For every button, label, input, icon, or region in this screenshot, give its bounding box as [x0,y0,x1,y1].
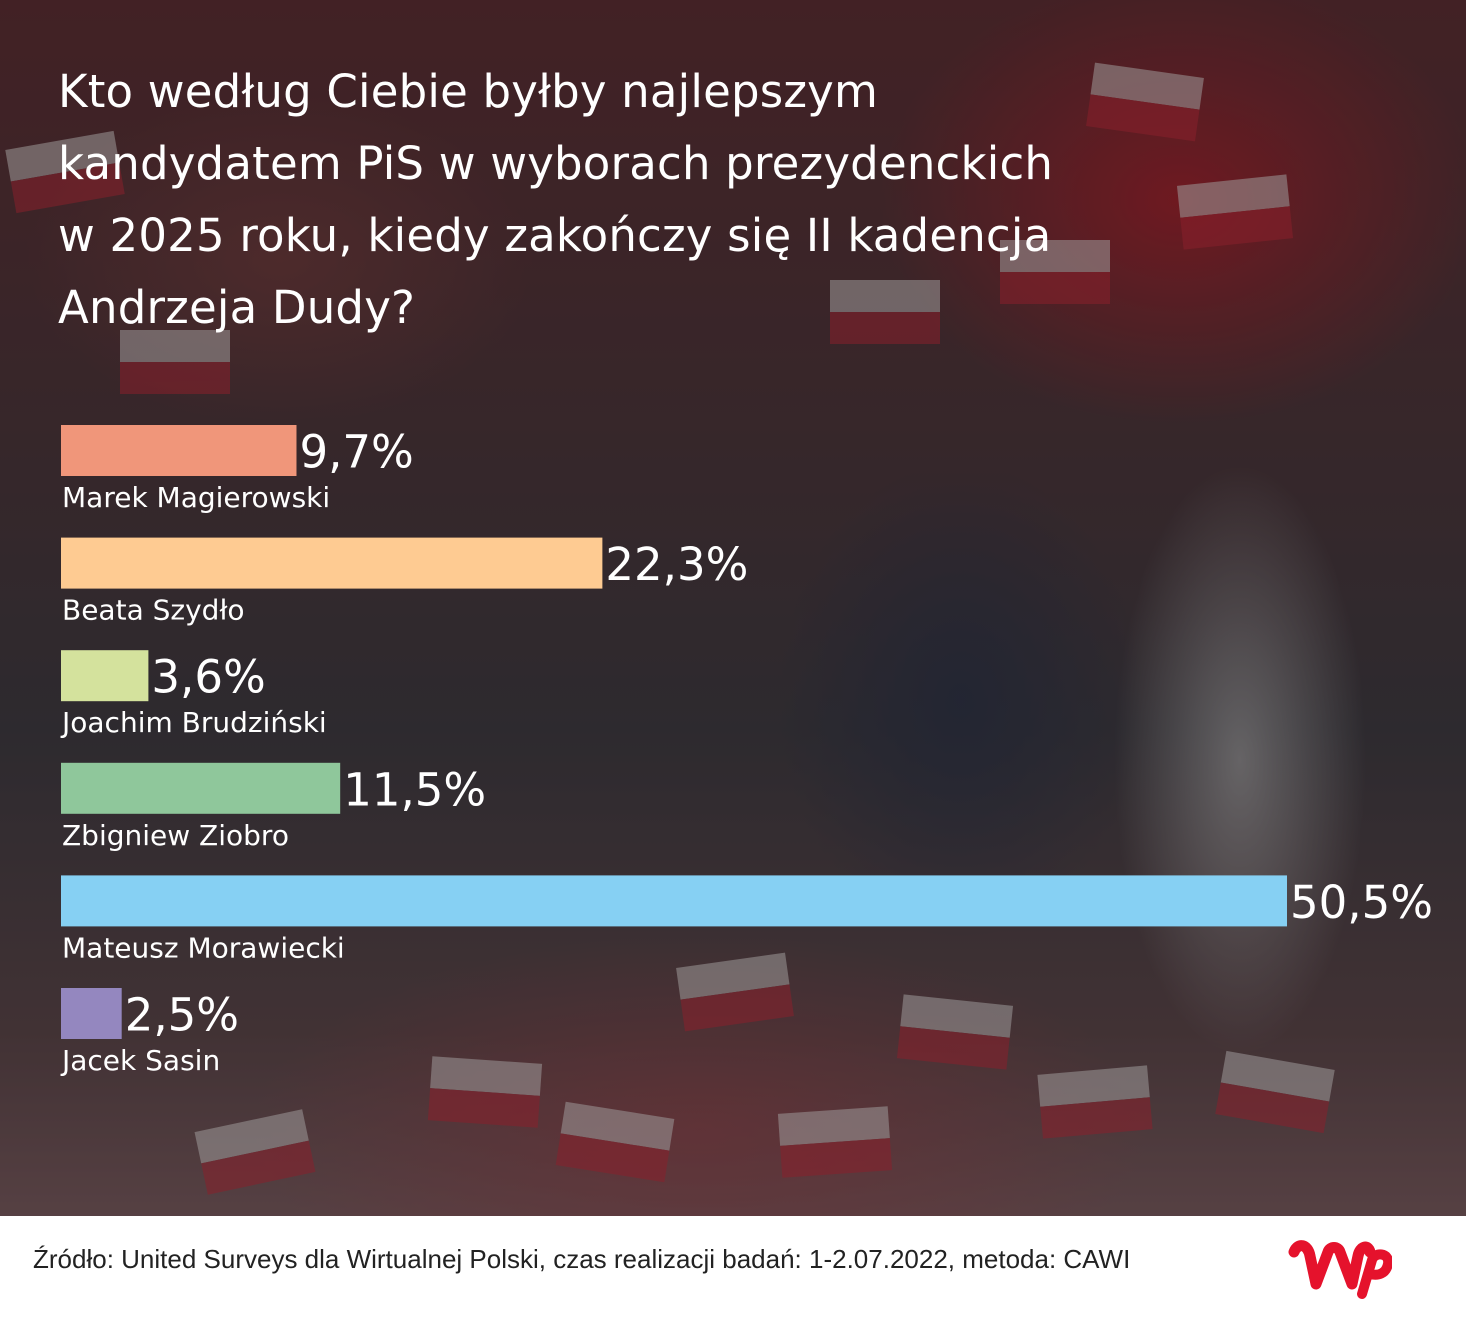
background-photo [0,0,1466,1216]
category-label: Beata Szydło [62,594,245,627]
title-line: w 2025 roku, kiedy zakończy się II kaden… [58,209,1052,262]
value-label: 11,5% [343,763,486,816]
bar-chart: 9,7%Marek Magierowski 22,3% Beata Szydło 3,… [60,425,1433,1077]
category-label: Marek Magierowski [62,481,330,514]
category-label: Mateusz Morawiecki [62,931,345,964]
title-line: Andrzeja Dudy? [58,281,416,334]
category-label: Zbigniew Ziobro [62,819,289,852]
bar-4 [61,762,341,814]
source-note: Źródło: United Surveys dla Wirtualnej Po… [33,1244,1131,1274]
chart-title: Kto według Ciebie byłby najlepszym kandy… [58,56,1308,344]
bar-1 [61,425,297,476]
value-label: 2,5% [125,989,239,1042]
wp-logo-icon[interactable] [1288,1238,1392,1304]
value-label: 50,5% [1290,876,1433,929]
footer [0,1216,1466,1336]
value-label: 22,3% [605,538,748,591]
value-label: 3,6% [151,651,265,704]
category-label: Jacek Sasin [60,1044,220,1077]
bar-3 [61,650,149,702]
bar-2 [61,537,603,589]
title-line: kandydatem PiS w wyborach prezydenckich [58,137,1054,190]
bar-5 [61,875,1287,927]
category-label: Joachim Brudziński [60,706,327,739]
value-label: 9,7% [299,426,413,479]
title-line: Kto według Ciebie byłby najlepszym [58,65,879,118]
bar-6 [61,988,122,1039]
